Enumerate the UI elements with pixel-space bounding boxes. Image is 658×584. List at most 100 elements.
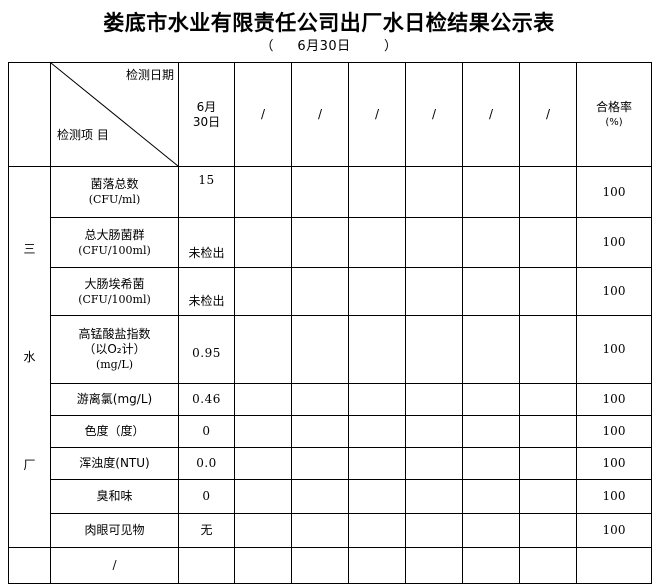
empty-value-cell (519, 217, 577, 269)
pass-rate-value: 100 (576, 165, 652, 219)
table-header-row: 检测日期 检测项 目 6月 30日 / / / / / / 合格率 (%) (8, 62, 652, 167)
pass-rate-value: 100 (576, 512, 652, 549)
item-name-line2: （以O₂计） (83, 342, 146, 356)
empty-value-cell (462, 512, 520, 549)
header-date-column-7: / (519, 62, 577, 167)
empty-value-cell (405, 478, 463, 514)
empty-value-cell (234, 512, 292, 549)
header-date-column-5: / (405, 62, 463, 167)
table-row: 浑浊度(NTU) 0.0 100 (9, 446, 652, 480)
item-name-unit: (CFU/100ml) (78, 292, 151, 306)
item-name-line1: 浑浊度(NTU) (79, 455, 150, 470)
item-name-unit: (CFU/100ml) (78, 243, 151, 257)
header-diagonal-cell: 检测日期 检测项 目 (50, 62, 179, 167)
empty-value-cell (234, 315, 292, 384)
empty-value-cell (291, 446, 349, 480)
pass-rate-value: 100 (576, 382, 652, 416)
empty-value-cell (462, 315, 520, 384)
empty-value-cell (348, 382, 406, 416)
empty-value-cell (462, 547, 520, 584)
table-row: 臭和味 0 100 (9, 478, 652, 514)
measured-value: 0 (178, 478, 235, 514)
empty-value-cell (405, 547, 463, 584)
item-name-line1: 大肠埃希菌 (84, 276, 145, 291)
item-name-line1: 色度（度） (84, 423, 145, 438)
empty-value-cell (291, 382, 349, 416)
empty-value-cell (291, 414, 349, 448)
empty-value-cell (519, 414, 577, 448)
empty-value-cell (291, 478, 349, 514)
pass-rate-value: 100 (576, 414, 652, 448)
empty-value-cell (405, 382, 463, 416)
pass-rate-value: 100 (576, 446, 652, 480)
header-date-column-6: / (462, 62, 520, 167)
table-row: 高锰酸盐指数 （以O₂计） (mg/L) 0.95 100 (9, 315, 652, 384)
plant-char-3: 厂 (23, 457, 36, 472)
empty-value-cell (234, 165, 292, 219)
item-name-line1: 臭和味 (96, 488, 133, 503)
table-row: / (8, 547, 652, 584)
table-row: 大肠埃希菌 (CFU/100ml) 未检出 100 (9, 267, 652, 317)
empty-value-cell (462, 382, 520, 416)
item-name-unit: (CFU/ml) (88, 193, 141, 207)
empty-value-cell (405, 267, 463, 317)
empty-value-cell (519, 446, 577, 480)
item-name-line1: 高锰酸盐指数 (78, 327, 151, 341)
empty-value-cell (519, 512, 577, 549)
plant-name-cell: 三 水 厂 (8, 166, 51, 548)
report-date-subtitle: （ 6月30日 ） (0, 38, 658, 56)
page-title: 娄底市水业有限责任公司出厂水日检结果公示表 (103, 11, 555, 35)
plant-char-1: 三 (23, 241, 36, 256)
item-name: 臭和味 (50, 478, 179, 514)
empty-value-cell (462, 414, 520, 448)
item-name-line1: 菌落总数 (90, 177, 139, 192)
diagonal-divider-icon (51, 63, 178, 166)
item-name: 大肠埃希菌 (CFU/100ml) (50, 267, 179, 317)
empty-value-cell (519, 478, 577, 514)
empty-value-cell (234, 547, 292, 584)
empty-value-cell (405, 446, 463, 480)
empty-value-cell (519, 547, 577, 584)
empty-value-cell (405, 165, 463, 219)
empty-value-cell (291, 217, 349, 269)
plant-name-spacer (8, 547, 51, 584)
header-pass-rate-unit: (%) (605, 116, 623, 128)
item-name: 浑浊度(NTU) (50, 446, 179, 480)
subtitle-close-paren: ） (383, 39, 398, 54)
item-name: 总大肠菌群 (CFU/100ml) (50, 217, 179, 269)
item-name: / (50, 547, 179, 584)
empty-value-cell (348, 217, 406, 269)
empty-value-cell (462, 478, 520, 514)
empty-value-cell (348, 414, 406, 448)
item-name: 高锰酸盐指数 （以O₂计） (mg/L) (50, 315, 179, 384)
item-name: 肉眼可见物 (50, 512, 179, 549)
empty-value-cell (234, 217, 292, 269)
empty-value-cell (348, 512, 406, 549)
header-corner-blank (8, 62, 51, 167)
header-date-column-2: / (234, 62, 292, 167)
empty-value-cell (348, 478, 406, 514)
header-date-line2: 30日 (192, 114, 221, 129)
empty-value-cell (462, 165, 520, 219)
empty-value-cell (405, 217, 463, 269)
table-row: 总大肠菌群 (CFU/100ml) 未检出 100 (9, 217, 652, 269)
table-row: 三 水 厂 菌落总数 (CFU/ml) 15 100 (8, 165, 652, 548)
measured-value: 0.46 (178, 382, 235, 416)
empty-value-cell (519, 315, 577, 384)
table-row: 游离氯(mg/L) 0.46 100 (9, 382, 652, 416)
header-pass-rate-label: 合格率 (595, 99, 632, 114)
header-date-column-4: / (348, 62, 406, 167)
empty-value-cell (462, 267, 520, 317)
header-label-test-date: 检测日期 (126, 68, 175, 82)
header-date-line1: 6月 (196, 99, 217, 114)
plant-name-stack: 三 水 厂 (9, 167, 50, 547)
empty-value-cell (234, 478, 292, 514)
empty-value-cell (178, 547, 235, 584)
empty-value-cell (348, 165, 406, 219)
empty-value-cell (462, 217, 520, 269)
plant-char-2: 水 (23, 349, 36, 364)
empty-value-cell (405, 414, 463, 448)
empty-value-cell (348, 315, 406, 384)
empty-value-cell (348, 547, 406, 584)
empty-value-cell (234, 414, 292, 448)
